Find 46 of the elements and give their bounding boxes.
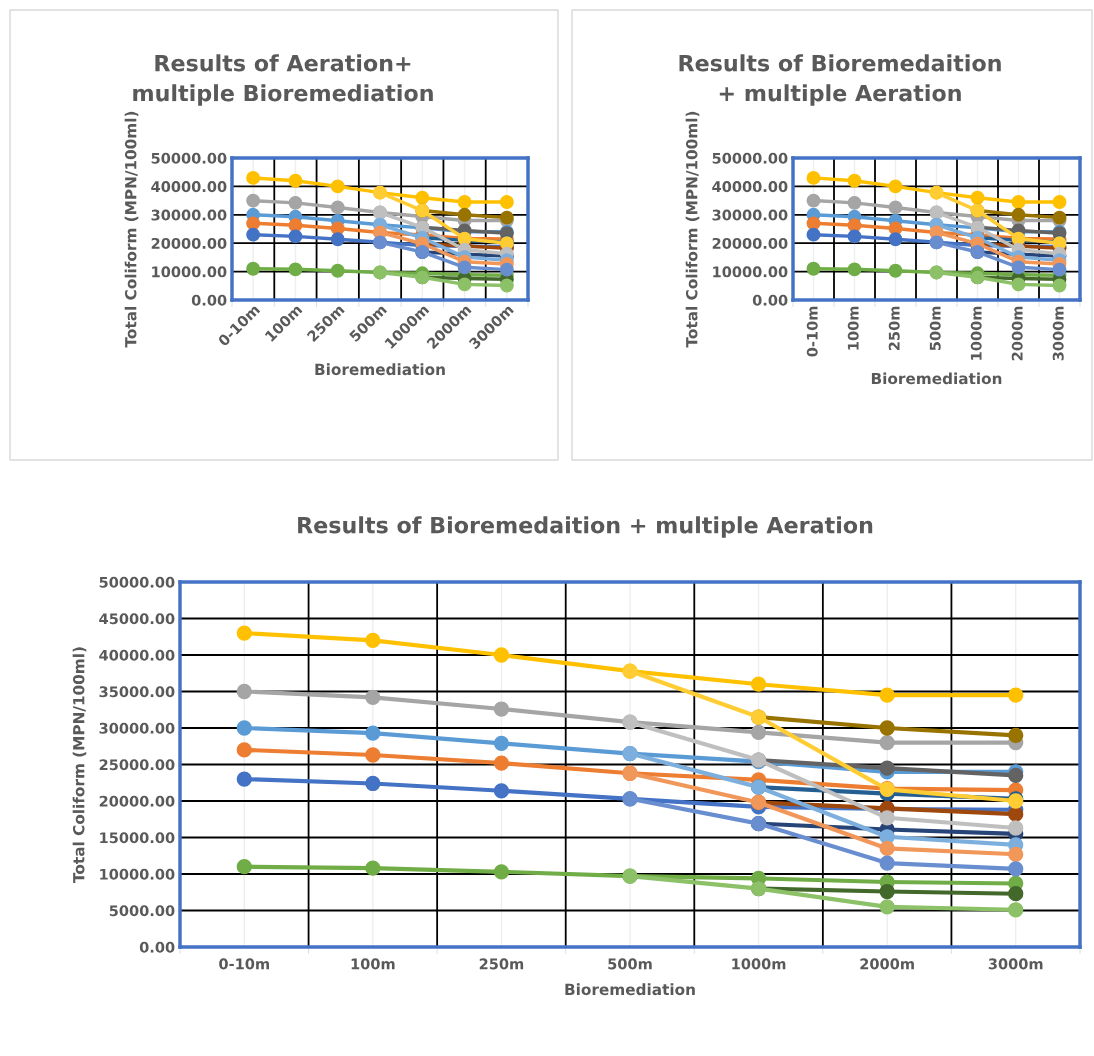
y-tick-label: 20000.00: [151, 237, 227, 249]
y-tick-label: 10000.00: [100, 868, 175, 880]
y-tick-label: 40000.00: [712, 181, 788, 193]
x-tick-label: 500m: [608, 958, 652, 970]
x-tick-label: 2000m: [1011, 306, 1023, 361]
y-tick-label: 0.00: [191, 294, 227, 306]
y-tick-label: 5000.00: [109, 905, 175, 917]
y-tick-label: 30000.00: [151, 209, 227, 221]
y-tick-label: 30000.00: [99, 722, 175, 734]
x-tick-label: 250m: [479, 958, 524, 970]
chart-title: Results of Aeration+ multiple Bioremediation: [133, 54, 433, 106]
y-tick-label: 10000.00: [713, 266, 788, 278]
x-axis-title: Bioremediation: [871, 372, 1002, 385]
y-tick-label: 10000.00: [152, 266, 227, 278]
y-tick-label: 40000.00: [99, 649, 175, 661]
y-axis-title: Total Coliform (MPN/100ml): [72, 647, 87, 883]
x-tick-label: 3000m: [1052, 306, 1064, 361]
y-tick-label: 50000.00: [99, 576, 175, 588]
x-tick-label: 0-10m: [806, 306, 818, 357]
y-tick-label: 40000.00: [151, 181, 227, 193]
y-tick-label: 15000.00: [100, 832, 175, 844]
y-tick-label: 25000.00: [99, 759, 175, 771]
y-tick-label: 50000.00: [712, 152, 788, 164]
y-tick-label: 0.00: [752, 294, 788, 306]
x-tick-label: 1000m: [970, 306, 982, 360]
y-axis-title: Total Coliform (MPN/100ml): [685, 111, 700, 348]
x-tick-label: 2000m: [860, 958, 914, 970]
x-axis-title: Bioremediation: [565, 983, 695, 996]
y-tick-label: 20000.00: [99, 795, 175, 807]
chart-title: Results of Bioremedaition + multiple Aeration: [679, 54, 1001, 106]
y-axis-title: Total Coliform (MPN/100ml): [124, 111, 139, 348]
x-tick-label: 1000m: [732, 958, 786, 970]
y-tick-label: 20000.00: [712, 237, 788, 249]
x-tick-label: 3000m: [988, 958, 1043, 970]
y-tick-label: 50000.00: [151, 152, 227, 164]
x-tick-label: 500m: [929, 306, 941, 351]
x-tick-label: 100m: [847, 306, 859, 350]
x-tick-label: 100m: [351, 958, 395, 970]
chart-title: Results of Bioremedaition + multiple Aeration: [298, 516, 873, 538]
x-tick-label: 250m: [888, 306, 900, 351]
y-tick-label: 35000.00: [99, 686, 175, 698]
y-tick-label: 30000.00: [712, 209, 788, 221]
y-tick-label: 0.00: [139, 941, 175, 953]
x-axis-title: Bioremediation: [315, 363, 445, 376]
y-tick-label: 45000.00: [99, 613, 175, 625]
x-tick-label: 0-10m: [219, 958, 269, 970]
